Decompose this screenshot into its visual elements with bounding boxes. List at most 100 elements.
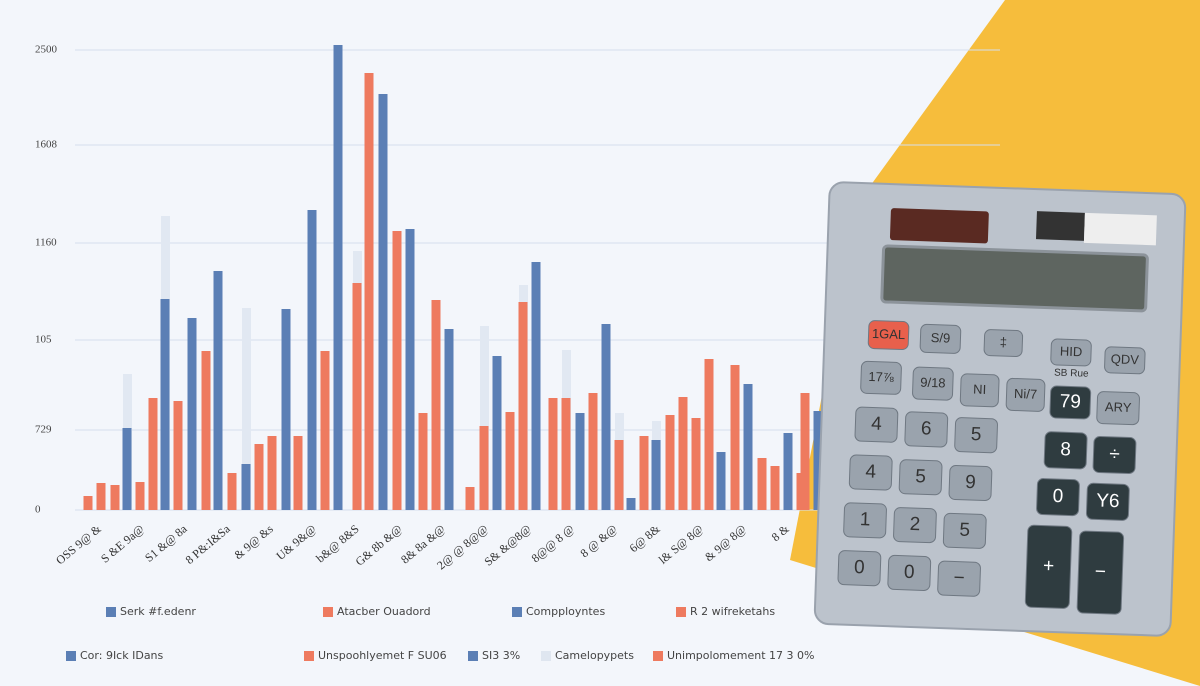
- key-label: −: [953, 568, 965, 589]
- legend-label: Atacber Ouadord: [337, 605, 431, 618]
- calculator-key: [887, 554, 932, 591]
- calculator-key: [1049, 385, 1092, 420]
- key-label: Y6: [1096, 490, 1120, 512]
- legend-swatch: [106, 607, 116, 617]
- legend-swatch: [304, 651, 314, 661]
- bar: [651, 440, 661, 510]
- legend-swatch: [541, 651, 551, 661]
- x-tick-label: 8 @ &@: [577, 522, 619, 561]
- bar: [678, 397, 688, 510]
- calculator-key: [912, 366, 954, 401]
- key-label: +: [1043, 556, 1055, 577]
- bar: [505, 412, 515, 510]
- legend-label: Cor: 9Ick IDans: [80, 649, 164, 662]
- calculator-key: [1043, 431, 1088, 470]
- x-tick-label: S1 &@ 8a: [142, 521, 190, 565]
- y-tick-label: 2500: [35, 44, 58, 56]
- bar: [561, 398, 571, 510]
- calculator-key: [893, 507, 937, 544]
- legend-label: Unspoohlyemet F SU06: [318, 649, 447, 662]
- bar: [254, 444, 264, 510]
- bar: [548, 398, 558, 510]
- bar: [691, 418, 701, 510]
- legend-label: Serk #f.edenr: [120, 605, 196, 618]
- bar: [465, 487, 475, 510]
- legend-swatch: [653, 651, 663, 661]
- bar: [601, 324, 611, 510]
- calculator: 1GAL S/9 ‡ HID QDV 17⅞ 9/18 NI Ni/7 79 ARY 4 6 5 8 ÷ 4 5 9…: [813, 181, 1187, 637]
- key-label: Ni/7: [1014, 386, 1038, 402]
- y-tick-label: 1160: [35, 237, 57, 249]
- key-label: 17⅞: [868, 369, 894, 385]
- calculator-key: [983, 329, 1024, 358]
- bar: [639, 436, 649, 510]
- key-label: 1GAL: [872, 326, 906, 342]
- key-label: 1: [859, 509, 870, 530]
- bar: [122, 428, 132, 510]
- bar: [614, 440, 624, 510]
- bar: [241, 464, 251, 510]
- calculator-key: [843, 502, 887, 539]
- bar: [96, 483, 106, 510]
- calculator-key: [948, 464, 993, 502]
- x-tick-label: 8 &: [769, 521, 793, 544]
- calculator-key: [860, 360, 902, 395]
- bar: [444, 329, 454, 510]
- bar: [378, 94, 388, 510]
- key-label: 79: [1059, 391, 1081, 413]
- x-tick-label: S &E 9a@: [98, 522, 147, 566]
- calculator-key: [1092, 436, 1137, 475]
- legend-label: Compployntes: [526, 605, 605, 618]
- bar: [333, 45, 343, 510]
- legend-label: Unimpolomement 17 3 0%: [667, 649, 814, 662]
- bar: [227, 473, 237, 510]
- key-label: ÷: [1109, 444, 1120, 465]
- bar: [783, 433, 793, 510]
- x-tick-label: & 9@ 8@: [702, 522, 749, 565]
- bar: [187, 318, 197, 510]
- bar: [704, 359, 714, 510]
- calculator-key: [848, 454, 893, 491]
- key-label: ‡: [999, 334, 1007, 349]
- calculator-key: [1036, 478, 1080, 517]
- bar: [83, 496, 93, 510]
- bar: [431, 300, 441, 510]
- bar: [800, 393, 810, 510]
- bar: [213, 271, 223, 510]
- bar: [307, 210, 317, 510]
- key-label: ARY: [1105, 399, 1132, 415]
- legend-swatch: [676, 607, 686, 617]
- x-tick-label: & 9@ &s: [231, 521, 276, 562]
- bar: [665, 415, 675, 510]
- key-label: 9: [965, 472, 976, 493]
- key-label: HID: [1060, 343, 1083, 359]
- x-tick-label: l& S@ 8@: [656, 522, 706, 567]
- calculator-key: [937, 560, 981, 597]
- x-tick-label: G& 8b &@: [352, 522, 404, 569]
- bar: [743, 384, 753, 510]
- key-note: SB Rue: [1054, 368, 1089, 380]
- x-tick-label: 8@@ 8 @: [529, 522, 577, 566]
- key-label: S/9: [930, 330, 950, 346]
- bar: [405, 229, 415, 510]
- bar: [730, 365, 740, 510]
- calculator-key: [1050, 338, 1092, 367]
- y-tick-label: 105: [35, 334, 52, 346]
- y-tick-label: 0: [35, 504, 41, 516]
- key-label: 0: [854, 557, 865, 578]
- key-label: 8: [1060, 439, 1071, 460]
- ghost-bar: [242, 308, 251, 510]
- calculator-key: [867, 320, 910, 351]
- calculator-key: [837, 550, 882, 587]
- calculator-key: [959, 373, 1000, 408]
- bar: [588, 393, 598, 510]
- key-label: −: [1094, 561, 1106, 582]
- calculator-key: [1104, 346, 1146, 375]
- x-tick-label: S& &@8@: [481, 522, 533, 569]
- calculator-key: [954, 417, 998, 454]
- bar: [531, 262, 541, 510]
- calculator-key: [1085, 482, 1130, 521]
- ghost-bar: [480, 326, 489, 510]
- calculator-key: [854, 406, 899, 443]
- key-label: QDV: [1111, 351, 1140, 367]
